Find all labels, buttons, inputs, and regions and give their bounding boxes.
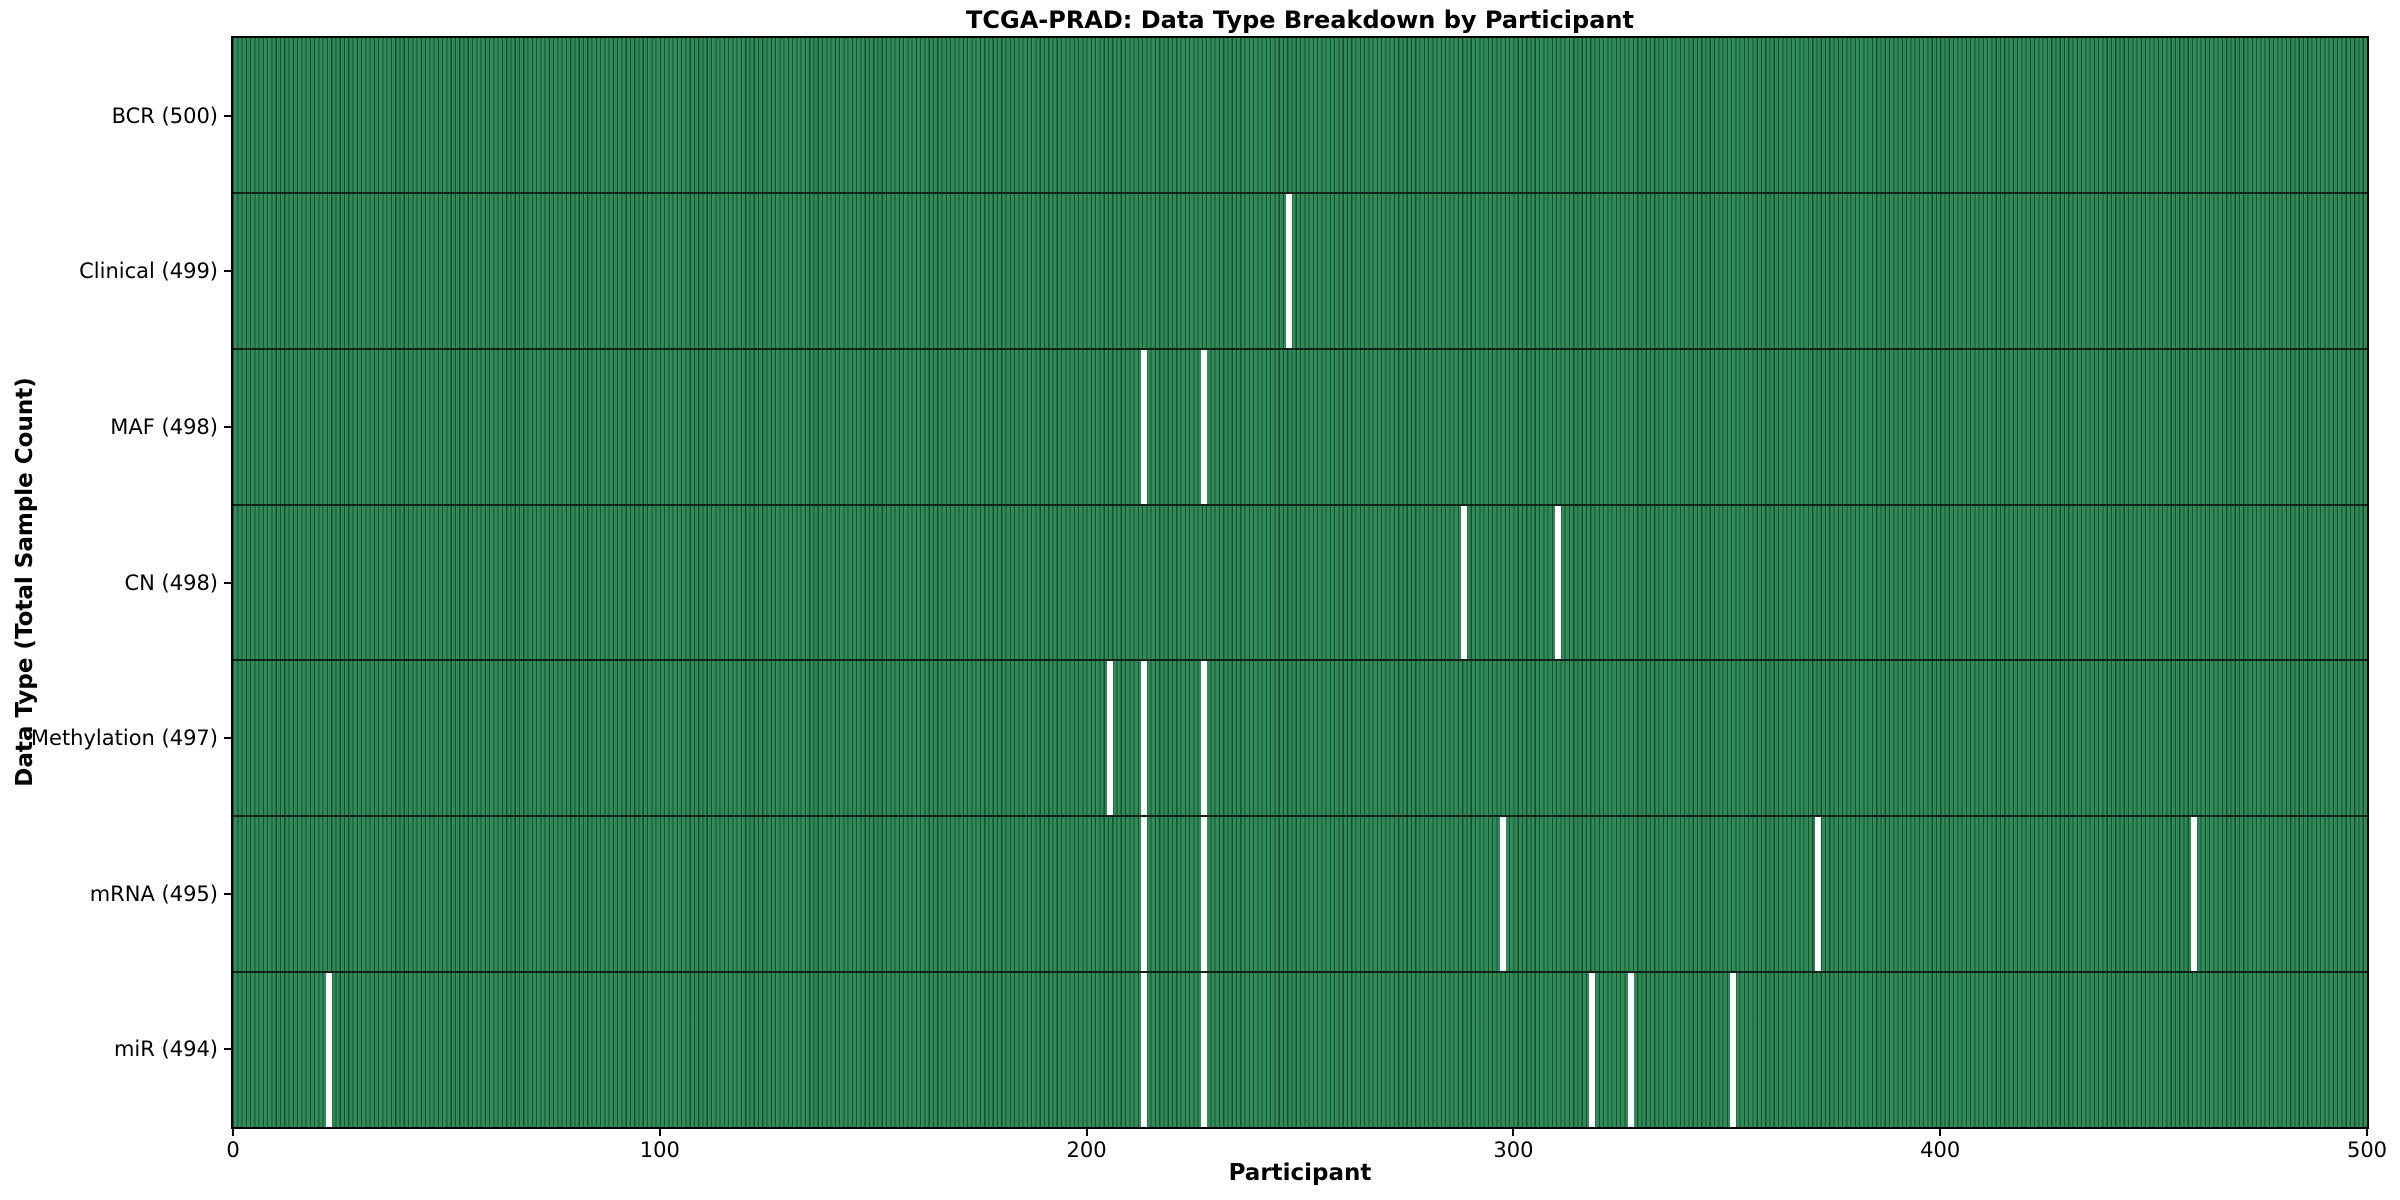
x-axis-label: Participant	[1228, 1160, 1372, 1186]
y-tick-label-CN: CN (498)	[124, 570, 218, 595]
y-tick-mark	[224, 425, 233, 428]
heatmap-row-Clinical	[233, 193, 2367, 350]
y-tick-mark	[224, 114, 233, 117]
absent-marker	[1286, 193, 1293, 348]
x-tick-label: 300	[1493, 1138, 1534, 1162]
x-tick-label: 500	[2346, 1138, 2388, 1162]
y-tick-mark	[224, 270, 233, 273]
heatmap-row-MAF	[233, 349, 2367, 506]
chart-title: TCGA-PRAD: Data Type Breakdown by Partic…	[966, 6, 1634, 34]
heatmap-row-Methylation	[233, 661, 2367, 818]
heatmap-row-CN	[233, 505, 2367, 662]
y-tick-label-Clinical: Clinical (499)	[79, 259, 218, 284]
absent-marker	[1555, 505, 1562, 660]
heatmap-rows	[233, 38, 2367, 1128]
x-tick-label: 0	[226, 1138, 240, 1162]
y-tick-mark	[224, 581, 233, 584]
x-tick-mark	[658, 1127, 661, 1136]
y-tick-label-mRNA: mRNA (495)	[89, 881, 218, 906]
absent-marker	[1815, 817, 1822, 972]
x-tick-mark	[1939, 1127, 1942, 1136]
y-tick-mark	[224, 737, 233, 740]
y-tick-mark	[224, 892, 233, 895]
absent-marker	[1461, 505, 1468, 660]
absent-marker	[1141, 661, 1148, 816]
x-tick-label: 100	[639, 1138, 680, 1162]
y-tick-label-MAF: MAF (498)	[110, 414, 218, 439]
absent-marker	[1141, 973, 1148, 1128]
heatmap-row-miR	[233, 973, 2367, 1128]
x-tick-mark	[1512, 1127, 1515, 1136]
y-axis-label: Data Type (Total Sample Count)	[12, 377, 38, 787]
absent-marker	[1730, 973, 1737, 1128]
x-tick-mark	[2366, 1127, 2368, 1136]
x-tick-label: 400	[1920, 1138, 1961, 1162]
y-tick-label-miR: miR (494)	[113, 1037, 218, 1062]
absent-marker	[2191, 817, 2197, 972]
absent-marker	[325, 973, 332, 1128]
absent-marker	[1200, 349, 1207, 504]
x-tick-mark	[1085, 1127, 1088, 1136]
absent-marker	[1141, 349, 1148, 504]
absent-marker	[1106, 661, 1113, 816]
absent-marker	[1627, 973, 1634, 1128]
absent-marker	[1200, 817, 1207, 972]
heatmap-row-BCR	[233, 38, 2367, 194]
heatmap-row-mRNA	[233, 817, 2367, 974]
absent-marker	[1499, 817, 1506, 972]
absent-marker	[1589, 973, 1596, 1128]
x-tick-label: 200	[1066, 1138, 1107, 1162]
y-tick-mark	[224, 1048, 233, 1051]
absent-marker	[1200, 973, 1207, 1128]
absent-marker	[1141, 817, 1148, 972]
x-tick-mark	[232, 1127, 234, 1136]
plot-area: Present Absent	[233, 38, 2367, 1128]
y-tick-label-BCR: BCR (500)	[111, 103, 218, 128]
y-tick-label-Methylation: Methylation (497)	[30, 726, 218, 751]
absent-marker	[1200, 661, 1207, 816]
